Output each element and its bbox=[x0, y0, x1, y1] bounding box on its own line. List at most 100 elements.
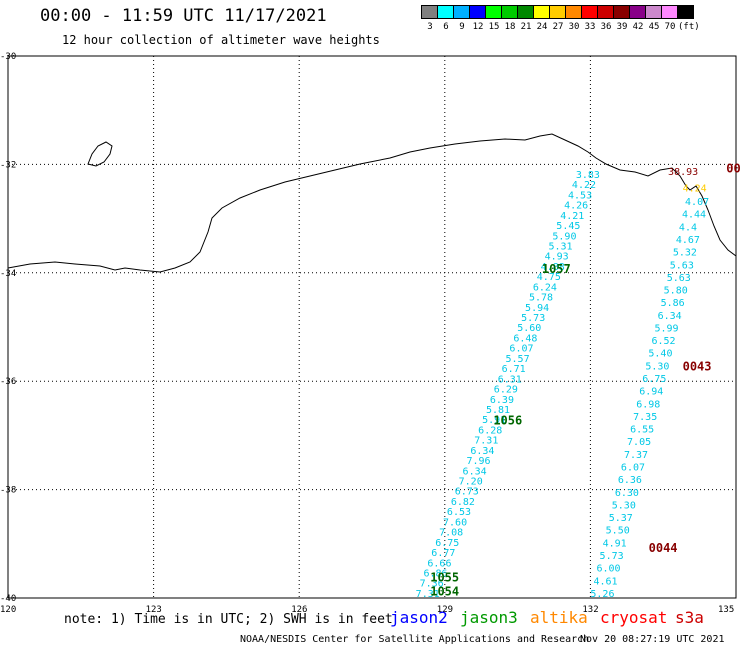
track-a-value: 5.73 bbox=[521, 313, 545, 324]
colorbar-swatch-12 bbox=[613, 5, 630, 19]
pass-label-1054: 1054 bbox=[430, 584, 459, 598]
colorbar-labels: 3 6 9 12 15 18 21 24 27 30 33 36 39 42 45 70 (ft) bbox=[422, 22, 700, 32]
track-b-value: 5.32 bbox=[673, 248, 697, 259]
coastal-value: 4.24 bbox=[683, 184, 707, 195]
lat-label--32: -32 bbox=[0, 160, 16, 170]
track-b-value: 5.63 bbox=[667, 273, 691, 284]
track-a-value: 5.81 bbox=[486, 405, 510, 416]
lat-label--34: -34 bbox=[0, 269, 16, 279]
track-a-value: 7.36 bbox=[420, 579, 444, 590]
track-a-value: 5.57 bbox=[506, 354, 530, 365]
track-a-value: 6.39 bbox=[490, 395, 514, 406]
colorbar-label-14: 45 bbox=[648, 22, 660, 32]
axis-ticks: 120 123 126 129 132 135 -30 -32 -34 -36 -38 -40 bbox=[0, 52, 734, 615]
altimeter-track-a: 3.834.224.534.264.215.455.905.314.934.88… bbox=[416, 170, 600, 600]
coastal-wave-values: 38.93 4.24 bbox=[668, 167, 707, 194]
sat-cryosat: cryosat bbox=[600, 608, 668, 627]
track-b-value: 6.98 bbox=[636, 399, 660, 410]
track-a-value: 6.71 bbox=[502, 364, 526, 375]
colorbar-swatch-0 bbox=[421, 5, 438, 19]
track-a-value: 7.20 bbox=[459, 477, 483, 488]
track-b-value: 6.52 bbox=[651, 336, 675, 347]
track-b-value: 5.86 bbox=[661, 298, 685, 309]
track-a-value: 6.07 bbox=[509, 344, 533, 355]
altimeter-track-b: 4.074.444.44.675.325.635.635.805.866.345… bbox=[590, 197, 709, 600]
pass-label-0043: 0043 bbox=[683, 359, 712, 373]
pass-label-1056: 1056 bbox=[493, 414, 522, 428]
colorbar-swatch-10 bbox=[581, 5, 598, 19]
generated-timestamp: Nov 20 08:27:19 UTC 2021 bbox=[580, 634, 725, 645]
track-b-value: 6.00 bbox=[597, 564, 621, 575]
kangaroo-island-shape bbox=[87, 141, 113, 167]
colorbar-label-12: 39 bbox=[616, 22, 628, 32]
track-a-value: 7.31 bbox=[474, 436, 498, 447]
track-a-value: 7.31 bbox=[416, 589, 440, 600]
pass-label-1057: 1057 bbox=[542, 262, 571, 276]
track-a-value: 6.53 bbox=[447, 507, 471, 518]
track-a-value: 5.91 bbox=[482, 415, 506, 426]
colorbar-label-0: 3 bbox=[427, 22, 433, 32]
track-a-value: 4.93 bbox=[545, 252, 569, 263]
colorbar-swatch-7 bbox=[533, 5, 550, 19]
track-a-value: 3.83 bbox=[576, 170, 600, 181]
colorbar-label-4: 15 bbox=[488, 22, 500, 32]
footnote: note: 1) Time is in UTC; 2) SWH is in fe… bbox=[64, 612, 393, 627]
colorbar-swatch-4 bbox=[485, 5, 502, 19]
track-b-value: 5.30 bbox=[612, 500, 636, 511]
track-a-value: 6.34 bbox=[470, 446, 494, 457]
colorbar-swatch-8 bbox=[549, 5, 566, 19]
track-b-value: 7.35 bbox=[633, 412, 657, 423]
track-b-value: 5.80 bbox=[664, 286, 688, 297]
track-a-value: 6.31 bbox=[498, 374, 522, 385]
track-a-value: 5.94 bbox=[525, 303, 549, 314]
track-a-value: 6.29 bbox=[494, 385, 518, 396]
track-a-value: 6.48 bbox=[513, 333, 537, 344]
pass-label-1055: 1055 bbox=[430, 571, 459, 585]
wave-height-colorbar bbox=[421, 5, 694, 19]
track-b-value: 4.67 bbox=[676, 235, 700, 246]
track-a-value: 5.78 bbox=[529, 293, 553, 304]
track-a-value: 5.45 bbox=[556, 221, 580, 232]
colorbar-label-13: 42 bbox=[632, 22, 644, 32]
pass-label-00: 00 bbox=[726, 162, 740, 176]
colorbar-swatch-5 bbox=[501, 5, 518, 19]
track-b-value: 4.61 bbox=[593, 576, 617, 587]
track-b-value: 4.4 bbox=[679, 222, 697, 233]
colorbar-swatch-1 bbox=[437, 5, 454, 19]
map-subtitle: 12 hour collection of altimeter wave hei… bbox=[62, 33, 380, 47]
map-frame bbox=[7, 55, 737, 599]
track-a-value: 6.82 bbox=[451, 497, 475, 508]
track-a-value: 7.08 bbox=[439, 528, 463, 539]
track-a-value: 6.75 bbox=[435, 538, 459, 549]
track-b-value: 5.26 bbox=[590, 589, 614, 600]
track-b-value: 7.05 bbox=[627, 437, 651, 448]
track-a-value: 5.90 bbox=[552, 231, 576, 242]
track-b-value: 5.30 bbox=[645, 361, 669, 372]
track-b-value: 6.94 bbox=[639, 387, 663, 398]
lon-label-126: 126 bbox=[291, 605, 307, 615]
track-a-value: 5.31 bbox=[548, 241, 572, 252]
colorbar-swatch-11 bbox=[597, 5, 614, 19]
pass-label-0044: 0044 bbox=[649, 541, 678, 555]
credit-line: NOAA/NESDIS Center for Satellite Applica… bbox=[240, 634, 590, 645]
track-b-value: 6.55 bbox=[630, 425, 654, 436]
track-b-value: 6.75 bbox=[642, 374, 666, 385]
map-title: 00:00 - 11:59 UTC 11/17/2021 bbox=[40, 6, 327, 26]
track-b-value: 5.37 bbox=[609, 513, 633, 524]
track-b-value: 5.99 bbox=[655, 323, 679, 334]
track-a-value: 6.28 bbox=[478, 425, 502, 436]
colorbar-swatch-2 bbox=[453, 5, 470, 19]
track-a-value: 4.26 bbox=[564, 201, 588, 212]
lat-label--30: -30 bbox=[0, 52, 16, 62]
track-b-value: 6.36 bbox=[618, 475, 642, 486]
colorbar-label-9: 30 bbox=[568, 22, 580, 32]
colorbar-swatch-6 bbox=[517, 5, 534, 19]
colorbar-label-10: 33 bbox=[584, 22, 596, 32]
colorbar-label-16: (ft) bbox=[678, 22, 700, 32]
track-a-value: 6.73 bbox=[455, 487, 479, 498]
track-b-value: 5.50 bbox=[606, 526, 630, 537]
colorbar-label-8: 27 bbox=[552, 22, 564, 32]
colorbar-label-15: 70 bbox=[664, 22, 676, 32]
